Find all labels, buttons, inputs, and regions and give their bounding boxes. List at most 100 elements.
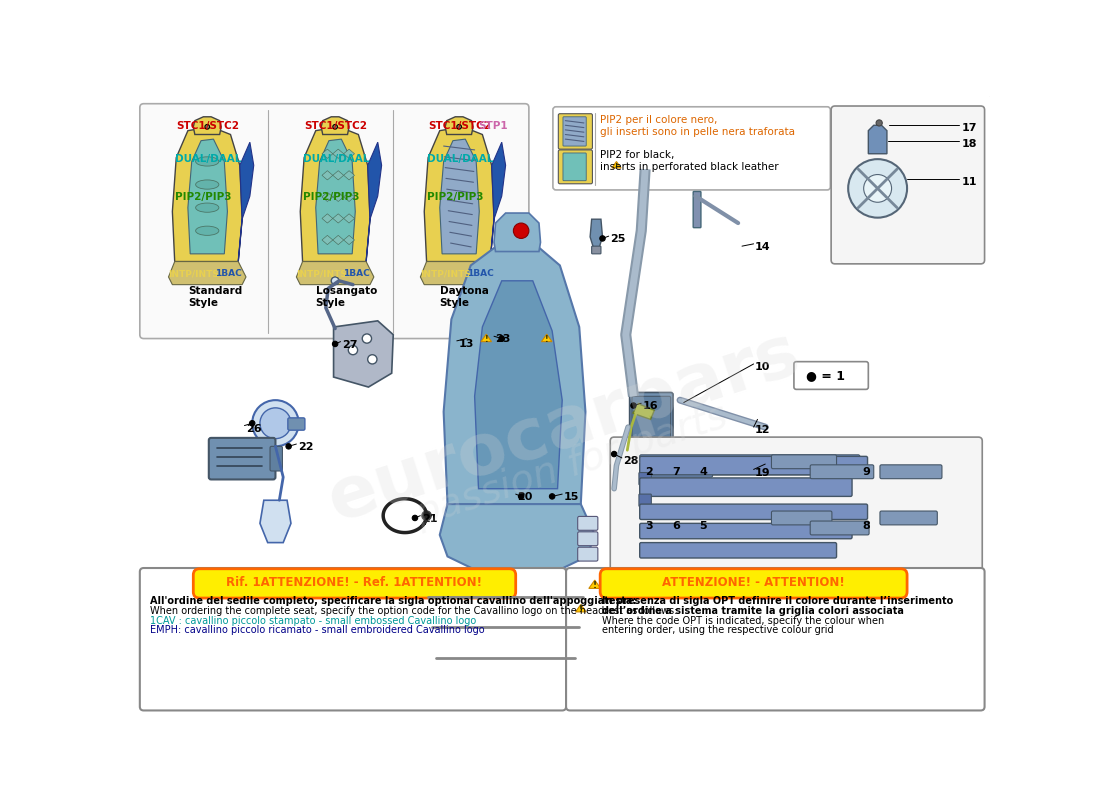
Text: !: ! — [579, 606, 583, 614]
Text: entering order, using the respective colour grid: entering order, using the respective col… — [603, 625, 834, 635]
Polygon shape — [188, 139, 228, 254]
Text: 1BAC: 1BAC — [214, 270, 242, 278]
Circle shape — [412, 515, 418, 521]
Polygon shape — [333, 192, 343, 202]
FancyBboxPatch shape — [640, 462, 713, 477]
Text: 3: 3 — [645, 521, 652, 531]
Polygon shape — [588, 580, 601, 589]
Circle shape — [422, 511, 431, 520]
Text: PIP2/PIP3: PIP2/PIP3 — [302, 192, 359, 202]
FancyBboxPatch shape — [640, 455, 860, 470]
Circle shape — [367, 354, 377, 364]
Circle shape — [333, 125, 338, 129]
Text: 8: 8 — [862, 521, 870, 531]
Text: 28: 28 — [624, 456, 639, 466]
Text: Daytona
Style: Daytona Style — [440, 286, 488, 308]
FancyBboxPatch shape — [629, 393, 673, 447]
FancyBboxPatch shape — [578, 532, 598, 546]
FancyBboxPatch shape — [270, 446, 283, 471]
FancyBboxPatch shape — [578, 517, 598, 530]
Text: 10: 10 — [756, 362, 770, 372]
Text: ● = 1: ● = 1 — [805, 369, 845, 382]
FancyBboxPatch shape — [140, 568, 566, 710]
FancyBboxPatch shape — [693, 191, 701, 228]
Text: PIP2 for black,
inserts in perforated black leather: PIP2 for black, inserts in perforated bl… — [601, 150, 779, 171]
Polygon shape — [343, 235, 354, 245]
Text: 1BAC: 1BAC — [343, 270, 370, 278]
Text: INTP/INTS: INTP/INTS — [168, 270, 219, 278]
Text: 13: 13 — [459, 339, 474, 349]
Polygon shape — [366, 142, 382, 262]
Text: STC1/STC2: STC1/STC2 — [176, 122, 240, 131]
FancyBboxPatch shape — [771, 511, 832, 525]
Polygon shape — [333, 321, 394, 387]
FancyBboxPatch shape — [288, 418, 305, 430]
Polygon shape — [333, 235, 343, 245]
FancyBboxPatch shape — [566, 568, 984, 710]
Text: 1CAV : cavallino piccolo stampato - small embossed Cavallino logo: 1CAV : cavallino piccolo stampato - smal… — [150, 616, 476, 626]
Polygon shape — [494, 213, 540, 251]
Polygon shape — [343, 192, 354, 202]
Ellipse shape — [196, 226, 219, 235]
Circle shape — [612, 451, 617, 457]
Polygon shape — [322, 214, 333, 223]
Text: 18: 18 — [961, 138, 977, 149]
Circle shape — [876, 120, 882, 126]
Circle shape — [600, 236, 605, 241]
Polygon shape — [322, 149, 333, 158]
Text: 12: 12 — [756, 425, 771, 435]
Polygon shape — [481, 334, 492, 342]
Ellipse shape — [196, 180, 219, 189]
FancyBboxPatch shape — [140, 104, 529, 338]
Circle shape — [514, 223, 529, 238]
Polygon shape — [440, 139, 480, 254]
Polygon shape — [194, 117, 221, 134]
Text: STC1/STC2: STC1/STC2 — [304, 122, 367, 131]
Text: INTP/INTS: INTP/INTS — [420, 270, 471, 278]
Text: PIP2 per il colore nero,
gli inserti sono in pelle nera traforata: PIP2 per il colore nero, gli inserti son… — [601, 115, 795, 137]
Polygon shape — [590, 219, 603, 247]
Polygon shape — [420, 262, 498, 285]
FancyBboxPatch shape — [610, 437, 982, 587]
Circle shape — [332, 342, 338, 346]
Text: 26: 26 — [246, 424, 262, 434]
Polygon shape — [343, 214, 354, 223]
Text: DUAL/DAAL: DUAL/DAAL — [175, 154, 241, 164]
Ellipse shape — [196, 157, 219, 166]
Text: DUAL/DAAL: DUAL/DAAL — [302, 154, 368, 164]
Ellipse shape — [196, 203, 219, 212]
Text: 5: 5 — [700, 521, 707, 531]
Polygon shape — [425, 126, 494, 262]
Polygon shape — [491, 142, 506, 262]
Polygon shape — [300, 126, 370, 262]
Circle shape — [286, 444, 292, 449]
FancyBboxPatch shape — [136, 94, 991, 714]
Circle shape — [499, 336, 505, 342]
Circle shape — [362, 334, 372, 343]
Polygon shape — [409, 570, 595, 704]
FancyBboxPatch shape — [631, 396, 671, 442]
FancyBboxPatch shape — [194, 569, 516, 598]
FancyBboxPatch shape — [771, 455, 837, 469]
Polygon shape — [343, 170, 354, 180]
Text: 11: 11 — [961, 178, 977, 187]
Polygon shape — [868, 126, 887, 154]
Text: Rif. 1ATTENZIONE! - Ref. 1ATTENTION!: Rif. 1ATTENZIONE! - Ref. 1ATTENTION! — [227, 576, 483, 589]
FancyBboxPatch shape — [640, 459, 828, 475]
Text: 9: 9 — [862, 467, 870, 477]
Polygon shape — [446, 117, 473, 134]
Text: dell’ordine a sistema tramite la griglia colori associata: dell’ordine a sistema tramite la griglia… — [603, 606, 904, 616]
Polygon shape — [322, 235, 333, 245]
Text: 1BAC: 1BAC — [466, 270, 494, 278]
Text: EMPH: cavallino piccolo ricamato - small embroidered Cavallino logo: EMPH: cavallino piccolo ricamato - small… — [150, 625, 484, 635]
Text: ATTENZIONE! - ATTENTION!: ATTENZIONE! - ATTENTION! — [662, 576, 845, 589]
FancyBboxPatch shape — [578, 547, 598, 561]
Polygon shape — [333, 170, 343, 180]
Circle shape — [549, 494, 554, 499]
Circle shape — [641, 465, 646, 470]
FancyBboxPatch shape — [601, 569, 908, 598]
Text: !: ! — [544, 335, 549, 344]
Polygon shape — [168, 262, 246, 285]
Circle shape — [331, 277, 339, 285]
Polygon shape — [173, 126, 242, 262]
